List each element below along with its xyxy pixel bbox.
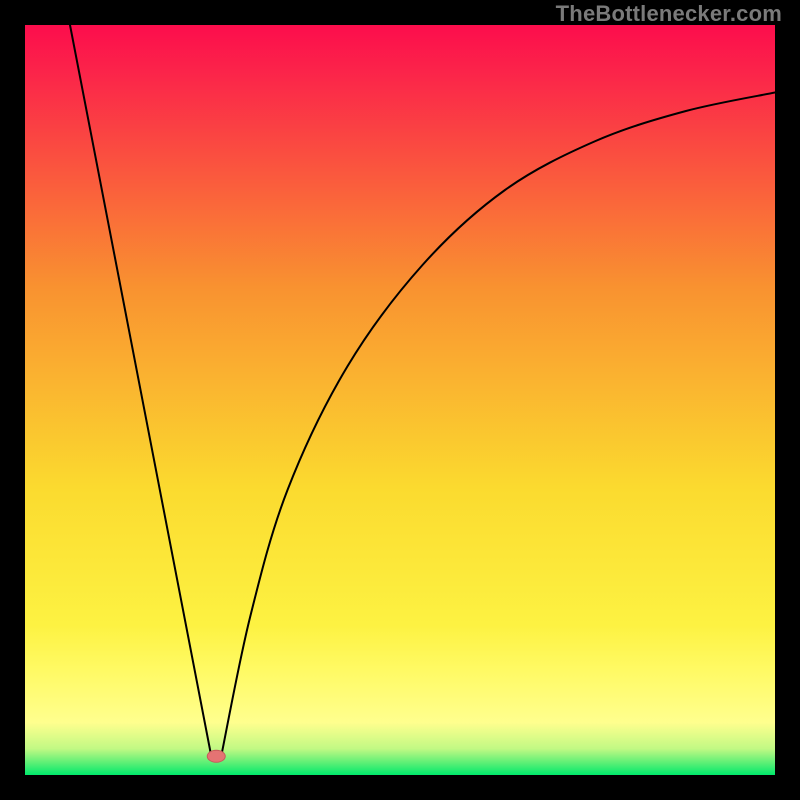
plot-svg <box>25 25 775 775</box>
plot-area <box>25 25 775 775</box>
watermark-text: TheBottlenecker.com <box>556 1 782 27</box>
gradient-background <box>25 25 775 775</box>
bottleneck-marker <box>207 750 225 762</box>
chart-frame: TheBottlenecker.com <box>0 0 800 800</box>
